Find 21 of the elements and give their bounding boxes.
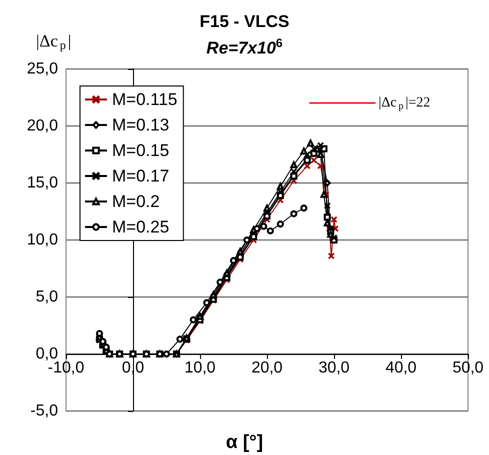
x-tick-label: -10,0 [48, 360, 84, 376]
y-tick-label: 5,0 [36, 288, 58, 306]
y-tick-label: 15,0 [26, 174, 58, 192]
legend-label: M=0.115 [112, 90, 178, 109]
x-tick-label: 20,0 [251, 360, 283, 376]
chart-title: F15 - VLCS [200, 12, 290, 31]
y-tick-label: 0,0 [36, 346, 58, 362]
legend-label: M=0.13 [112, 116, 170, 134]
legend-label: M=0.25 [112, 218, 170, 236]
x-tick-label: 50,0 [452, 360, 484, 376]
y-tick-label: 20,0 [26, 118, 58, 134]
x-tick-label: 30,0 [318, 360, 350, 376]
legend-label: M=0.2 [112, 192, 160, 211]
y-tick-label: 10,0 [26, 232, 58, 248]
y-tick-label: 25,0 [26, 60, 58, 78]
legend-label: M=0.17 [112, 166, 170, 186]
x-axis-title: α [°] [226, 432, 264, 453]
legend-label: M=0.15 [112, 141, 170, 160]
x-tick-label: 10,0 [184, 360, 216, 376]
x-tick-label: 40,0 [385, 360, 417, 376]
y-tick-label: -5,0 [30, 402, 58, 420]
